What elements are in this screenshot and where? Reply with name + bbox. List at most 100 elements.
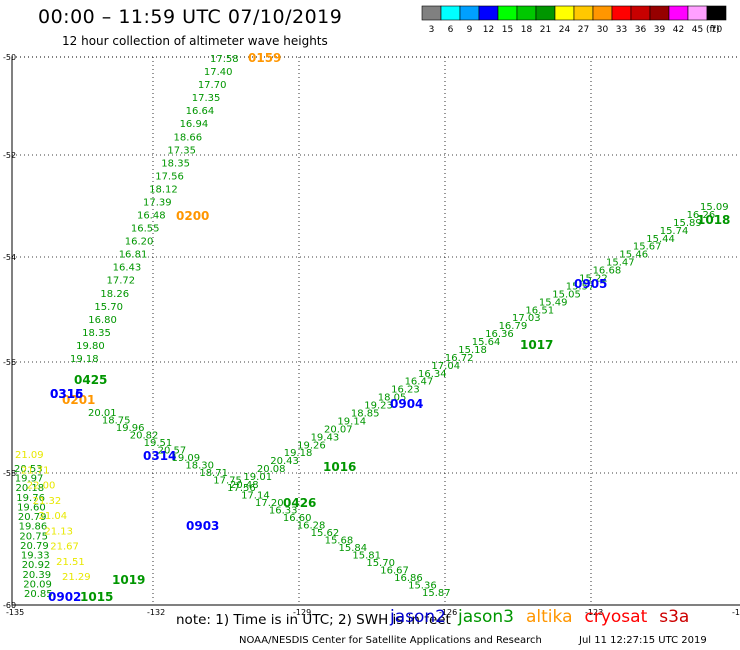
pass-time-label: 0316 — [50, 387, 83, 401]
map-subtitle: 12 hour collection of altimeter wave hei… — [62, 34, 328, 48]
legend-label: 39 — [654, 25, 666, 34]
legend-label: 6 — [448, 25, 454, 34]
wave-value-ne: 16.47 — [405, 377, 434, 388]
pass-time-label: 1017 — [520, 338, 553, 352]
wave-value-nw: 17.35 — [167, 145, 196, 156]
legend-label: 3 — [429, 25, 435, 34]
wave-value-ne: 19.23 — [364, 401, 393, 412]
pass-time-label: 0159 — [248, 51, 281, 65]
wave-value-sw: 19.86 — [19, 522, 48, 533]
wave-value-ne: 19.26 — [297, 440, 326, 451]
wave-value-se: 16.67 — [380, 566, 409, 577]
wave-value-nw: 17.58 — [210, 54, 239, 65]
wave-value-nw: 18.66 — [173, 132, 202, 143]
legend-label: 45 — [692, 25, 703, 34]
wave-value-se: 18.30 — [185, 461, 214, 472]
wave-value-se: 20.57 — [158, 446, 187, 457]
wave-value-nw: 18.35 — [161, 158, 190, 169]
legend-label: 12 — [483, 25, 494, 34]
wave-value-altika: 22.00 — [27, 481, 56, 492]
legend-label: 21 — [540, 25, 551, 34]
wave-value-altika: 21.67 — [50, 542, 79, 553]
wave-value-ne: 15.44 — [646, 234, 675, 245]
wave-value-nw: 16.81 — [119, 250, 148, 261]
pass-time-label: 1016 — [323, 460, 356, 474]
wave-value-nw: 16.94 — [180, 119, 209, 130]
legend-label: 42 — [673, 25, 684, 34]
pass-time-label: 0201 — [62, 393, 95, 407]
wave-value-nw: 18.26 — [100, 289, 129, 300]
wave-value-nw: 17.39 — [143, 197, 172, 208]
wave-value-ne: 20.07 — [324, 424, 353, 435]
wave-value-se: 17.14 — [241, 491, 270, 502]
wave-value-ne: 16.23 — [391, 385, 420, 396]
wave-value-altika: 21.04 — [39, 511, 68, 522]
lon-label: -132 — [147, 608, 165, 617]
legend-label: 30 — [597, 25, 609, 34]
wave-value-nw: 18.12 — [149, 184, 178, 195]
legend-label: 9 — [467, 25, 473, 34]
wave-value-sw: 20.75 — [19, 531, 48, 542]
legend-label: 70 — [711, 25, 723, 34]
wave-value-nw: 17.72 — [107, 276, 136, 287]
wave-value-sw: 20.53 — [14, 464, 43, 475]
legend-label: 18 — [521, 25, 533, 34]
wave-value-sw: 20.39 — [22, 570, 51, 581]
wave-value-se: 17.56 — [227, 483, 256, 494]
wave-value-se: 15.70 — [366, 558, 395, 569]
wave-value-ne: 16.68 — [593, 266, 622, 277]
wave-value-se: 15.81 — [352, 551, 381, 562]
lon-label: -135 — [6, 608, 24, 617]
wave-value-nw: 16.48 — [137, 211, 166, 222]
wave-value-ne: 16.79 — [499, 321, 528, 332]
wave-value-ne: 19.18 — [284, 448, 313, 459]
legend-label: 24 — [559, 25, 571, 34]
wave-value-nw: 16.20 — [125, 237, 154, 248]
wave-value-sw: 19.76 — [16, 493, 45, 504]
wave-value-ne: 17.03 — [512, 313, 541, 324]
wave-value-ne: 15.67 — [633, 242, 662, 253]
wave-value-altika: 21.09 — [15, 450, 44, 461]
wave-value-nw: 18.35 — [82, 328, 111, 339]
wave-value-sw: 20.09 — [23, 579, 52, 590]
wave-value-nw: 16.80 — [88, 315, 117, 326]
wave-value-nw: 16.43 — [113, 263, 142, 274]
wave-value-se: 17.20 — [255, 498, 284, 509]
wave-value-se: 16.60 — [283, 513, 312, 524]
wave-value-ne: 15.09 — [700, 202, 729, 213]
pass-time-label: 0904 — [390, 397, 423, 411]
satellite-legend: jason2 jason3 altika cryosat s3a — [390, 607, 701, 627]
wave-value-altika: 21.13 — [44, 526, 73, 537]
wave-value-nw: 17.56 — [155, 171, 184, 182]
pass-time-label: 0903 — [186, 519, 219, 533]
wave-value-sw: 19.97 — [15, 474, 44, 485]
pass-time-label: 0425 — [74, 373, 107, 387]
wave-value-ne: 16.34 — [418, 369, 447, 380]
wave-value-se: 15.62 — [311, 528, 340, 539]
wave-value-ne: 19.01 — [243, 472, 272, 483]
wave-value-sw: 20.92 — [22, 560, 51, 571]
wave-value-ne: 15.22 — [579, 273, 608, 284]
wave-value-altika: 21.29 — [62, 572, 91, 583]
footnote: note: 1) Time is in UTC; 2) SWH is in fe… — [176, 612, 451, 628]
generated-timestamp: Jul 11 12:27:15 UTC 2019 — [579, 635, 707, 646]
pass-time-label: 0905 — [574, 277, 607, 291]
lat-label: -52 — [3, 151, 16, 160]
wave-value-se: 16.28 — [297, 521, 326, 532]
wave-value-sw: 20.18 — [16, 483, 45, 494]
wave-value-ne: 16.51 — [525, 305, 554, 316]
wave-value-nw: 16.64 — [186, 106, 215, 117]
map-title: 00:00 – 11:59 UTC 07/10/2019 — [38, 6, 343, 28]
wave-value-ne: 15.47 — [606, 258, 635, 269]
legend-label: 15 — [502, 25, 513, 34]
satellite-name: cryosat — [584, 607, 648, 627]
wave-value-ne: 18.05 — [378, 393, 407, 404]
wave-value-se: 18.75 — [102, 416, 131, 427]
lon-label: -120 — [732, 608, 740, 617]
lat-label: -54 — [3, 253, 16, 262]
wave-value-ne: 16.26 — [687, 210, 716, 221]
wave-value-se: 16.33 — [269, 506, 298, 517]
wave-value-se: 20.82 — [130, 431, 159, 442]
wave-value-se: 19.51 — [144, 438, 173, 449]
